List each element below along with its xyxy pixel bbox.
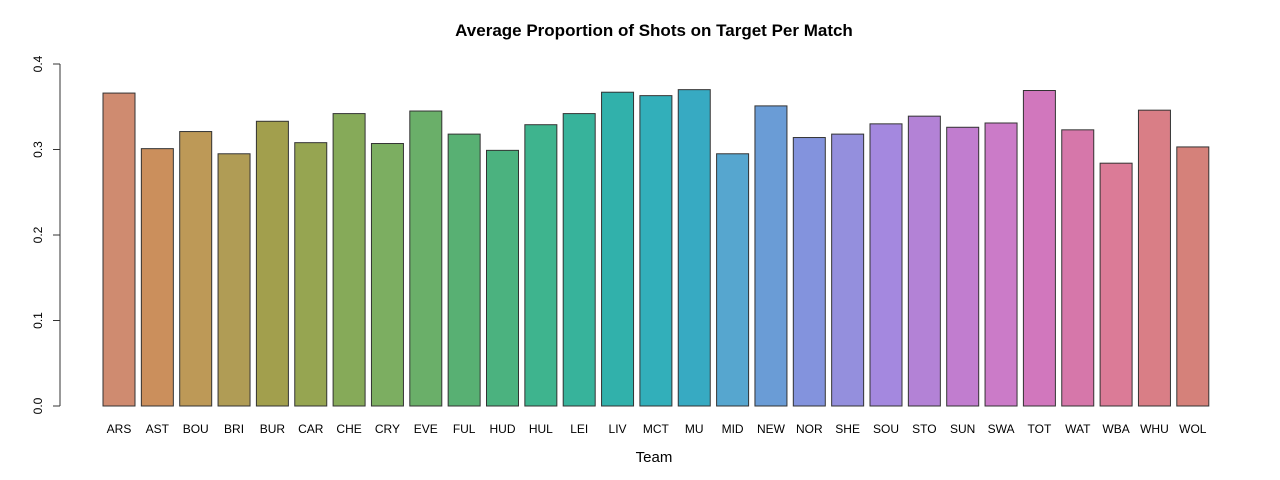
bar-sto — [907, 115, 941, 407]
x-tick-label: AST — [146, 422, 170, 436]
bar-new — [754, 105, 788, 407]
bar-swa — [984, 122, 1018, 407]
x-axis-label: Team — [636, 449, 673, 466]
bar-car — [294, 142, 328, 407]
x-tick-label: FUL — [453, 422, 476, 436]
x-tick-label: TOT — [1028, 422, 1052, 436]
x-tick-label: BUR — [260, 422, 286, 436]
bar-ars — [102, 92, 136, 407]
x-tick-label: WAT — [1065, 422, 1091, 436]
x-tick-label: HUD — [490, 422, 516, 436]
y-tick-label: 0.1 — [31, 312, 45, 329]
x-tick-label: BRI — [224, 422, 244, 436]
bar-sou — [869, 123, 903, 407]
y-tick-label: 0.4 — [31, 55, 45, 72]
bar-wba — [1099, 162, 1133, 407]
bar-tot — [1022, 90, 1056, 407]
x-tick-label: NOR — [796, 422, 823, 436]
bars-group — [102, 89, 1210, 407]
x-tick-label: SWA — [988, 422, 1015, 436]
bar-mct — [639, 95, 673, 407]
bar-hul — [524, 124, 558, 407]
bar-bou — [179, 131, 213, 407]
bar-whu — [1137, 109, 1171, 407]
x-tick-label: WOL — [1179, 422, 1207, 436]
bar-mid — [716, 153, 750, 407]
bar-bri — [217, 153, 251, 407]
bar-wat — [1061, 129, 1095, 407]
bar-hud — [486, 149, 519, 407]
bar-ful — [447, 133, 481, 407]
x-tick-label: NEW — [757, 422, 786, 436]
x-tick-label: CAR — [298, 422, 324, 436]
x-tick-label: CHE — [336, 422, 361, 436]
y-tick-label: 0.0 — [31, 397, 45, 414]
x-tick-label: SHE — [835, 422, 860, 436]
bar-nor — [792, 137, 826, 407]
x-tick-label: BOU — [183, 422, 209, 436]
category-labels: ARS AST BOU BRI BUR CAR CHE CRY EVE FUL HUD HUL LEI L… — [107, 422, 1207, 436]
bar-eve — [409, 110, 443, 407]
bar-bur — [255, 120, 289, 407]
x-tick-label: ARS — [107, 422, 132, 436]
x-tick-label: MU — [685, 422, 704, 436]
x-tick-label: STO — [912, 422, 936, 436]
bar-che — [332, 113, 366, 407]
x-tick-label: LEI — [570, 422, 588, 436]
x-tick-label: WHU — [1140, 422, 1169, 436]
bar-ast — [140, 148, 174, 407]
y-tick-label: 0.3 — [31, 141, 45, 158]
x-tick-label: MCT — [643, 422, 670, 436]
bar-wol — [1176, 146, 1210, 407]
x-tick-label: HUL — [529, 422, 553, 436]
chart-title: Average Proportion of Shots on Target Pe… — [455, 21, 853, 40]
bar-lei — [562, 113, 596, 407]
x-tick-label: CRY — [375, 422, 400, 436]
x-tick-label: SUN — [950, 422, 975, 436]
x-tick-label: SOU — [873, 422, 899, 436]
bar-she — [831, 133, 865, 407]
bar-mu — [677, 89, 711, 407]
bar-sun — [946, 126, 980, 407]
x-tick-label: LIV — [609, 422, 627, 436]
x-tick-label: MID — [722, 422, 744, 436]
x-tick-label: EVE — [414, 422, 438, 436]
bar-cry — [370, 143, 404, 407]
y-axis: 0.0 0.1 0.2 0.3 0.4 — [31, 55, 61, 414]
y-tick-label: 0.2 — [31, 226, 45, 243]
x-tick-label: WBA — [1102, 422, 1129, 436]
bar-liv — [601, 91, 635, 407]
